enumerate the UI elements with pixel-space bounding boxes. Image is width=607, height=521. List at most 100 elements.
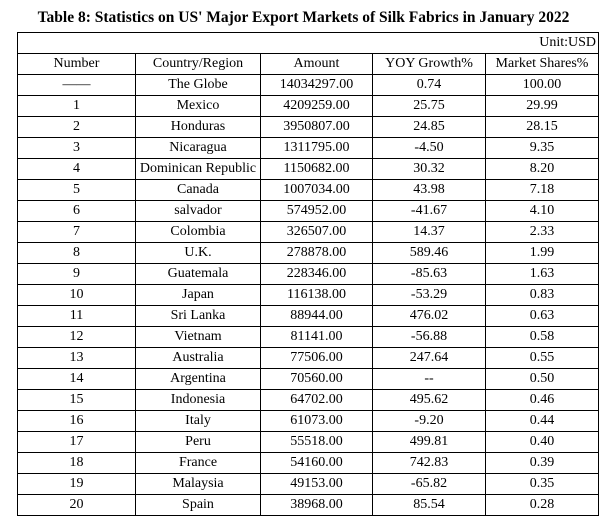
table-cell: Dominican Republic <box>135 158 261 180</box>
table-cell: 9.35 <box>484 137 600 159</box>
table-cell: Colombia <box>135 221 261 243</box>
table-title: Table 8: Statistics on US' Major Export … <box>37 9 570 26</box>
table-cell: 228346.00 <box>260 263 373 285</box>
table-cell: 14 <box>17 368 136 390</box>
table-cell: 7 <box>17 221 136 243</box>
table-cell: 5 <box>17 179 136 201</box>
table-cell: Argentina <box>135 368 261 390</box>
table-cell: 12 <box>17 326 136 348</box>
table-cell: Indonesia <box>135 389 261 411</box>
table-cell: 0.28 <box>484 494 600 516</box>
table-cell: 49153.00 <box>260 473 373 495</box>
table-cell: 2.33 <box>484 221 600 243</box>
data-row: 17 Peru 55518.00 499.81 0.40 <box>17 431 600 453</box>
table-cell: 589.46 <box>372 242 486 264</box>
table-cell: 43.98 <box>372 179 486 201</box>
table-cell: 25.75 <box>372 95 486 117</box>
table-cell: 55518.00 <box>260 431 373 453</box>
table-cell: 6 <box>17 200 136 222</box>
table-cell: 476.02 <box>372 305 486 327</box>
table-cell: 70560.00 <box>260 368 373 390</box>
table-cell: 3950807.00 <box>260 116 373 138</box>
table-cell: The Globe <box>135 74 261 96</box>
table-cell: Canada <box>135 179 261 201</box>
table-cell: Spain <box>135 494 261 516</box>
table-cell: 11 <box>17 305 136 327</box>
table-cell: 278878.00 <box>260 242 373 264</box>
table-cell: 0.83 <box>484 284 600 306</box>
table-cell: 2 <box>17 116 136 138</box>
header-cell: YOY Growth% <box>372 53 486 75</box>
table-cell: 495.62 <box>372 389 486 411</box>
table-cell: 10 <box>17 284 136 306</box>
table-cell: Peru <box>135 431 261 453</box>
data-row: 16 Italy 61073.00 -9.20 0.44 <box>17 410 600 432</box>
data-row: 13 Australia 77506.00 247.64 0.55 <box>17 347 600 369</box>
table-cell: 16 <box>17 410 136 432</box>
table-cell: 0.39 <box>484 452 600 474</box>
table-cell: 88944.00 <box>260 305 373 327</box>
table-cell: 64702.00 <box>260 389 373 411</box>
table-cell: 28.15 <box>484 116 600 138</box>
data-row: 11 Sri Lanka 88944.00 476.02 0.63 <box>17 305 600 327</box>
table-cell: 0.44 <box>484 410 600 432</box>
table-cell: 0.50 <box>484 368 600 390</box>
table-cell: 61073.00 <box>260 410 373 432</box>
table-cell: Honduras <box>135 116 261 138</box>
table-cell: 0.46 <box>484 389 600 411</box>
table-cell: -- <box>372 368 486 390</box>
data-row: 10 Japan 116138.00 -53.29 0.83 <box>17 284 600 306</box>
table-cell: 38968.00 <box>260 494 373 516</box>
header-cell: Amount <box>260 53 373 75</box>
table-cell: 20 <box>17 494 136 516</box>
table-cell: 85.54 <box>372 494 486 516</box>
table-cell: 1007034.00 <box>260 179 373 201</box>
table-cell: 0.63 <box>484 305 600 327</box>
table-cell: —— <box>17 74 136 96</box>
data-row: 19 Malaysia 49153.00 -65.82 0.35 <box>17 473 600 495</box>
table-cell: 116138.00 <box>260 284 373 306</box>
unit-row: Unit:USD <box>16 32 600 54</box>
table-cell: 1311795.00 <box>260 137 373 159</box>
table-cell: 3 <box>17 137 136 159</box>
header-cell: Market Shares% <box>484 53 600 75</box>
data-row: 5 Canada 1007034.00 43.98 7.18 <box>17 179 600 201</box>
data-table: Unit:USD Number Country/Region Amount YOY G… <box>16 32 600 516</box>
table-cell: Italy <box>135 410 261 432</box>
table-cell: 9 <box>17 263 136 285</box>
table-cell: 499.81 <box>372 431 486 453</box>
table-cell: Vietnam <box>135 326 261 348</box>
table-cell: 77506.00 <box>260 347 373 369</box>
table-cell: 15 <box>17 389 136 411</box>
table-cell: -4.50 <box>372 137 486 159</box>
data-row: 6 salvador 574952.00 -41.67 4.10 <box>17 200 600 222</box>
table-cell: 54160.00 <box>260 452 373 474</box>
table-cell: 0.58 <box>484 326 600 348</box>
table-cell: 742.83 <box>372 452 486 474</box>
table-cell: Mexico <box>135 95 261 117</box>
table-cell: -53.29 <box>372 284 486 306</box>
table-cell: 17 <box>17 431 136 453</box>
table-cell: 1 <box>17 95 136 117</box>
data-row: 18 France 54160.00 742.83 0.39 <box>17 452 600 474</box>
data-row: 12 Vietnam 81141.00 -56.88 0.58 <box>17 326 600 348</box>
header-row: Number Country/Region Amount YOY Growth% Mar… <box>17 53 600 75</box>
table-cell: salvador <box>135 200 261 222</box>
table-cell: -41.67 <box>372 200 486 222</box>
data-row: 1 Mexico 4209259.00 25.75 29.99 <box>17 95 600 117</box>
table-cell: 19 <box>17 473 136 495</box>
header-cell: Number <box>17 53 136 75</box>
table-cell: 4 <box>17 158 136 180</box>
table-cell: 0.55 <box>484 347 600 369</box>
data-row: 7 Colombia 326507.00 14.37 2.33 <box>17 221 600 243</box>
table-cell: 8.20 <box>484 158 600 180</box>
table-cell: 1.63 <box>484 263 600 285</box>
table-cell: 7.18 <box>484 179 600 201</box>
table-cell: 1150682.00 <box>260 158 373 180</box>
table-cell: 247.64 <box>372 347 486 369</box>
table-cell: Nicaragua <box>135 137 261 159</box>
table-cell: 18 <box>17 452 136 474</box>
data-row: —— The Globe 14034297.00 0.74 100.00 <box>17 74 600 96</box>
header-cell: Country/Region <box>135 53 261 75</box>
